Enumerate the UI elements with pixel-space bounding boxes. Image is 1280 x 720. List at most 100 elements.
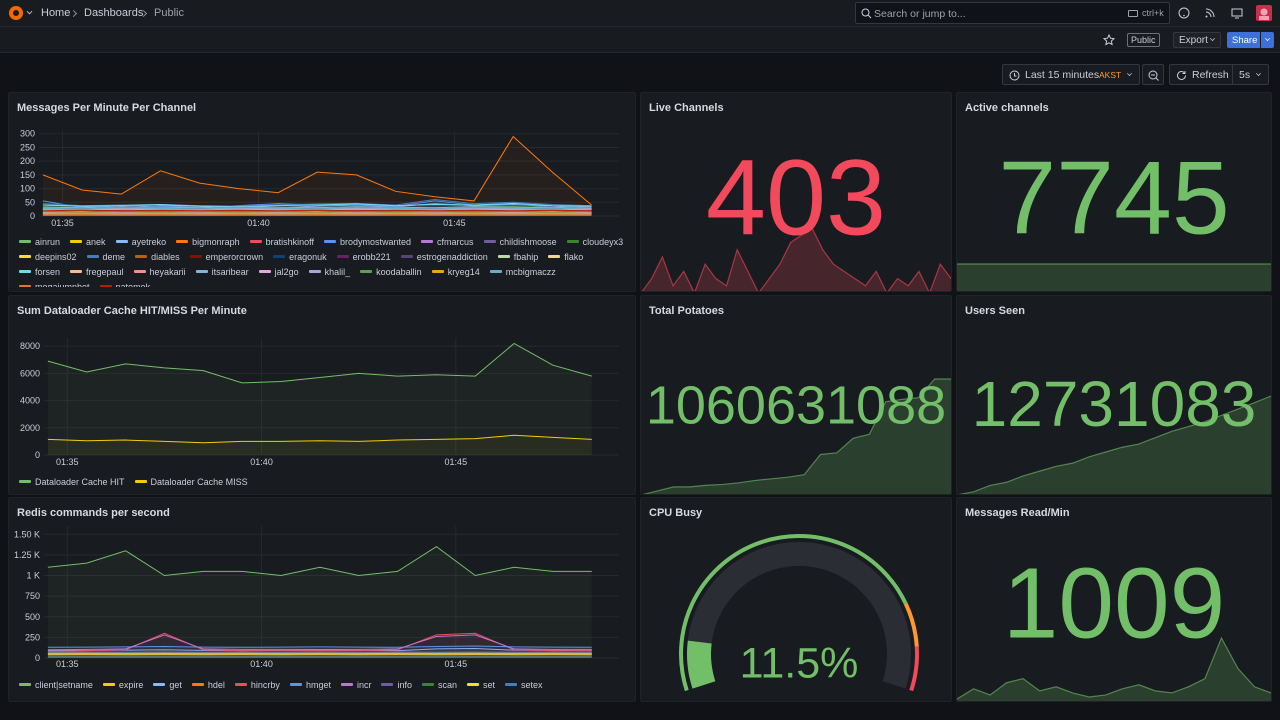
legend-swatch bbox=[489, 270, 502, 273]
top-bar: Home Dashboards Public Search or jump to… bbox=[0, 0, 1280, 27]
legend-label: emperorcrown bbox=[205, 251, 264, 262]
share-caret bbox=[1265, 36, 1270, 41]
stat-value: 1060631088 bbox=[646, 375, 946, 435]
legend-label: heyakarii bbox=[149, 266, 186, 277]
legend-item[interactable]: Dataloader Cache MISS bbox=[134, 476, 248, 487]
series-area bbox=[47, 343, 592, 455]
legend-item[interactable]: scan bbox=[421, 679, 457, 690]
legend-item[interactable]: anek bbox=[70, 236, 106, 247]
legend-item[interactable]: emperorcrown bbox=[189, 251, 264, 262]
legend-item[interactable]: khalil_ bbox=[308, 266, 350, 277]
legend-item[interactable]: itsaribear bbox=[195, 266, 249, 277]
logo[interactable] bbox=[8, 5, 24, 21]
legend-label: mcbigmaczz bbox=[505, 266, 556, 277]
legend-item[interactable]: expire bbox=[102, 679, 143, 690]
legend-item[interactable]: ayetreko bbox=[115, 236, 166, 247]
y-tick-label: 0 bbox=[30, 211, 35, 221]
legend-item[interactable]: erobb221 bbox=[336, 251, 391, 262]
legend-item[interactable]: setex bbox=[505, 679, 543, 690]
refresh-picker[interactable]: Refresh 5s bbox=[1169, 64, 1269, 85]
legend-swatch bbox=[189, 255, 202, 258]
breadcrumb[interactable]: Home bbox=[41, 7, 71, 19]
legend-item[interactable]: hincrby bbox=[234, 679, 280, 690]
y-tick-label: 250 bbox=[25, 632, 40, 642]
time-picker[interactable]: Last 15 minutes AKST bbox=[1002, 64, 1140, 85]
legend-item[interactable]: jal2go bbox=[258, 266, 299, 277]
legend-item[interactable]: diables bbox=[135, 251, 180, 262]
legend-swatch bbox=[566, 240, 579, 243]
dashboard-controls: Public Export Share bbox=[0, 27, 1280, 53]
series-line bbox=[42, 202, 592, 208]
y-tick-label: 6000 bbox=[20, 368, 40, 378]
gauge-value bbox=[687, 640, 716, 689]
legend-item[interactable]: cloudeyx3 bbox=[566, 236, 623, 247]
refresh-label: Refresh bbox=[1192, 69, 1229, 81]
legend-item[interactable]: bratishkinoff bbox=[249, 236, 314, 247]
legend-swatch bbox=[381, 683, 394, 686]
sparkline-line bbox=[959, 395, 1271, 494]
series-area bbox=[47, 652, 592, 658]
user-avatar[interactable] bbox=[1256, 5, 1272, 21]
search-box[interactable]: Search or jump to... ctrl+k bbox=[855, 2, 1170, 24]
legend-swatch bbox=[289, 683, 302, 686]
legend-label: bratishkinoff bbox=[265, 236, 314, 247]
legend-swatch bbox=[176, 240, 189, 243]
share-button[interactable]: Share bbox=[1227, 32, 1260, 48]
help-icon[interactable] bbox=[1178, 7, 1190, 19]
legend-item[interactable]: incr bbox=[340, 679, 371, 690]
y-tick-label: 300 bbox=[20, 129, 35, 139]
breadcrumb[interactable]: Dashboards bbox=[84, 7, 144, 19]
legend-label: estrogenaddiction bbox=[416, 251, 488, 262]
legend-item[interactable]: get bbox=[153, 679, 182, 690]
legend-item[interactable]: kryeg14 bbox=[431, 266, 480, 277]
legend-item[interactable]: estrogenaddiction bbox=[400, 251, 488, 262]
legend-item[interactable]: info bbox=[381, 679, 412, 690]
legend-item[interactable]: forsen bbox=[19, 266, 60, 277]
legend-item[interactable]: megajumpbot bbox=[19, 281, 90, 287]
y-tick-label: 100 bbox=[20, 184, 35, 194]
legend-item[interactable]: bigmonraph bbox=[176, 236, 240, 247]
export-button[interactable]: Export bbox=[1173, 32, 1221, 48]
legend-item[interactable]: ainrun bbox=[19, 236, 60, 247]
news-icon[interactable] bbox=[1204, 7, 1216, 19]
panel: Redis commands per second 0 250 500 750 1 K 1.… bbox=[8, 497, 636, 702]
zoom-out-button[interactable] bbox=[1142, 64, 1164, 85]
legend-item[interactable]: cfmarcus bbox=[421, 236, 474, 247]
legend-swatch bbox=[258, 270, 271, 273]
legend-item[interactable]: fregepaul bbox=[70, 266, 124, 277]
legend-item[interactable]: deepins02 bbox=[19, 251, 77, 262]
export-label: Export bbox=[1179, 35, 1208, 46]
legend-item[interactable]: client|setname bbox=[19, 679, 93, 690]
sparkline-line bbox=[957, 636, 1271, 700]
panel: Total Potatoes 1060631088 bbox=[640, 295, 952, 495]
legend-item[interactable]: deme bbox=[86, 251, 125, 262]
legend-item[interactable]: fbahip bbox=[497, 251, 538, 262]
legend-item[interactable]: koodaballin bbox=[360, 266, 422, 277]
legend-item[interactable]: heyakarii bbox=[133, 266, 186, 277]
legend-swatch bbox=[249, 240, 262, 243]
x-tick-label: 01:40 bbox=[250, 457, 273, 467]
legend-item[interactable]: set bbox=[467, 679, 495, 690]
share-dropdown[interactable] bbox=[1261, 32, 1274, 48]
legend-item[interactable]: childishmoose bbox=[483, 236, 557, 247]
panel-title: Users Seen bbox=[965, 305, 1025, 317]
sparkline-area bbox=[962, 396, 1271, 494]
legend-item[interactable]: natemek bbox=[99, 281, 150, 287]
legend-item[interactable]: brodymostwanted bbox=[324, 236, 411, 247]
y-tick-label: 200 bbox=[20, 156, 35, 166]
share-label: Share bbox=[1232, 35, 1258, 46]
star-icon[interactable] bbox=[1103, 34, 1115, 46]
x-tick-label: 01:40 bbox=[247, 218, 270, 228]
y-tick-label: 1.25 K bbox=[14, 550, 40, 560]
legend-item[interactable]: flako bbox=[548, 251, 583, 262]
legend-label: ainrun bbox=[35, 236, 61, 247]
legend-item[interactable]: hdel bbox=[191, 679, 225, 690]
panel-title: Messages Per Minute Per Channel bbox=[17, 102, 197, 114]
legend-item[interactable]: mcbigmaczz bbox=[489, 266, 556, 277]
legend-item[interactable]: eragonuk bbox=[273, 251, 327, 262]
x-tick-label: 01:35 bbox=[51, 218, 74, 228]
kiosk-icon[interactable] bbox=[1231, 7, 1243, 19]
legend-item[interactable]: hmget bbox=[289, 679, 331, 690]
legend-item[interactable]: Dataloader Cache HIT bbox=[19, 476, 125, 487]
legend-label: kryeg14 bbox=[447, 266, 480, 277]
